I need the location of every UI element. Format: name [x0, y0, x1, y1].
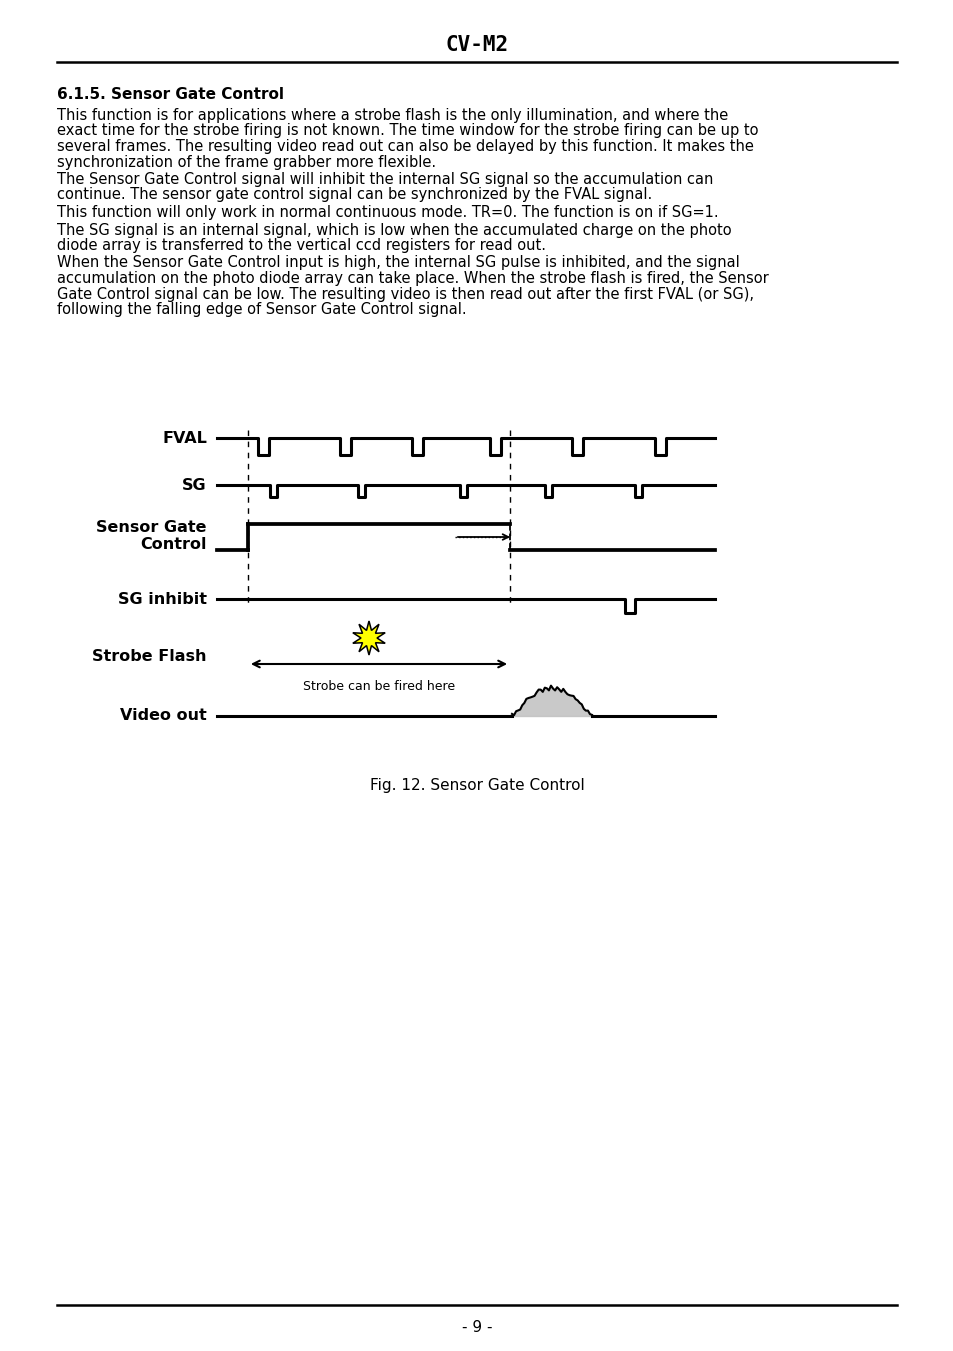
Text: SG inhibit: SG inhibit: [118, 592, 207, 607]
Text: 6.1.5. Sensor Gate Control: 6.1.5. Sensor Gate Control: [57, 86, 284, 101]
Text: Sensor Gate: Sensor Gate: [96, 520, 207, 535]
Text: synchronization of the frame grabber more flexible.: synchronization of the frame grabber mor…: [57, 154, 436, 169]
Text: CV-M2: CV-M2: [445, 35, 508, 55]
Text: several frames. The resulting video read out can also be delayed by this functio: several frames. The resulting video read…: [57, 139, 753, 154]
Text: Strobe can be fired here: Strobe can be fired here: [303, 680, 455, 693]
Text: Control: Control: [140, 536, 207, 553]
Text: exact time for the strobe firing is not known. The time window for the strobe fi: exact time for the strobe firing is not …: [57, 123, 758, 139]
Text: SG: SG: [182, 478, 207, 493]
Text: Strobe Flash: Strobe Flash: [92, 648, 207, 663]
Text: Video out: Video out: [120, 708, 207, 723]
Text: diode array is transferred to the vertical ccd registers for read out.: diode array is transferred to the vertic…: [57, 238, 545, 253]
Text: This function will only work in normal continuous mode. TR=0. The function is on: This function will only work in normal c…: [57, 205, 718, 220]
Text: Fig. 12. Sensor Gate Control: Fig. 12. Sensor Gate Control: [369, 778, 584, 793]
Text: - 9 -: - 9 -: [461, 1320, 492, 1335]
Text: The SG signal is an internal signal, which is low when the accumulated charge on: The SG signal is an internal signal, whi…: [57, 223, 731, 238]
Text: accumulation on the photo diode array can take place. When the strobe flash is f: accumulation on the photo diode array ca…: [57, 272, 768, 286]
Polygon shape: [353, 621, 385, 655]
Text: When the Sensor Gate Control input is high, the internal SG pulse is inhibited, : When the Sensor Gate Control input is hi…: [57, 255, 739, 270]
Text: The Sensor Gate Control signal will inhibit the internal SG signal so the accumu: The Sensor Gate Control signal will inhi…: [57, 172, 713, 186]
Text: FVAL: FVAL: [162, 431, 207, 446]
Text: continue. The sensor gate control signal can be synchronized by the FVAL signal.: continue. The sensor gate control signal…: [57, 188, 652, 203]
Text: following the falling edge of Sensor Gate Control signal.: following the falling edge of Sensor Gat…: [57, 303, 466, 317]
Text: Gate Control signal can be low. The resulting video is then read out after the f: Gate Control signal can be low. The resu…: [57, 286, 753, 301]
Text: This function is for applications where a strobe flash is the only illumination,: This function is for applications where …: [57, 108, 727, 123]
